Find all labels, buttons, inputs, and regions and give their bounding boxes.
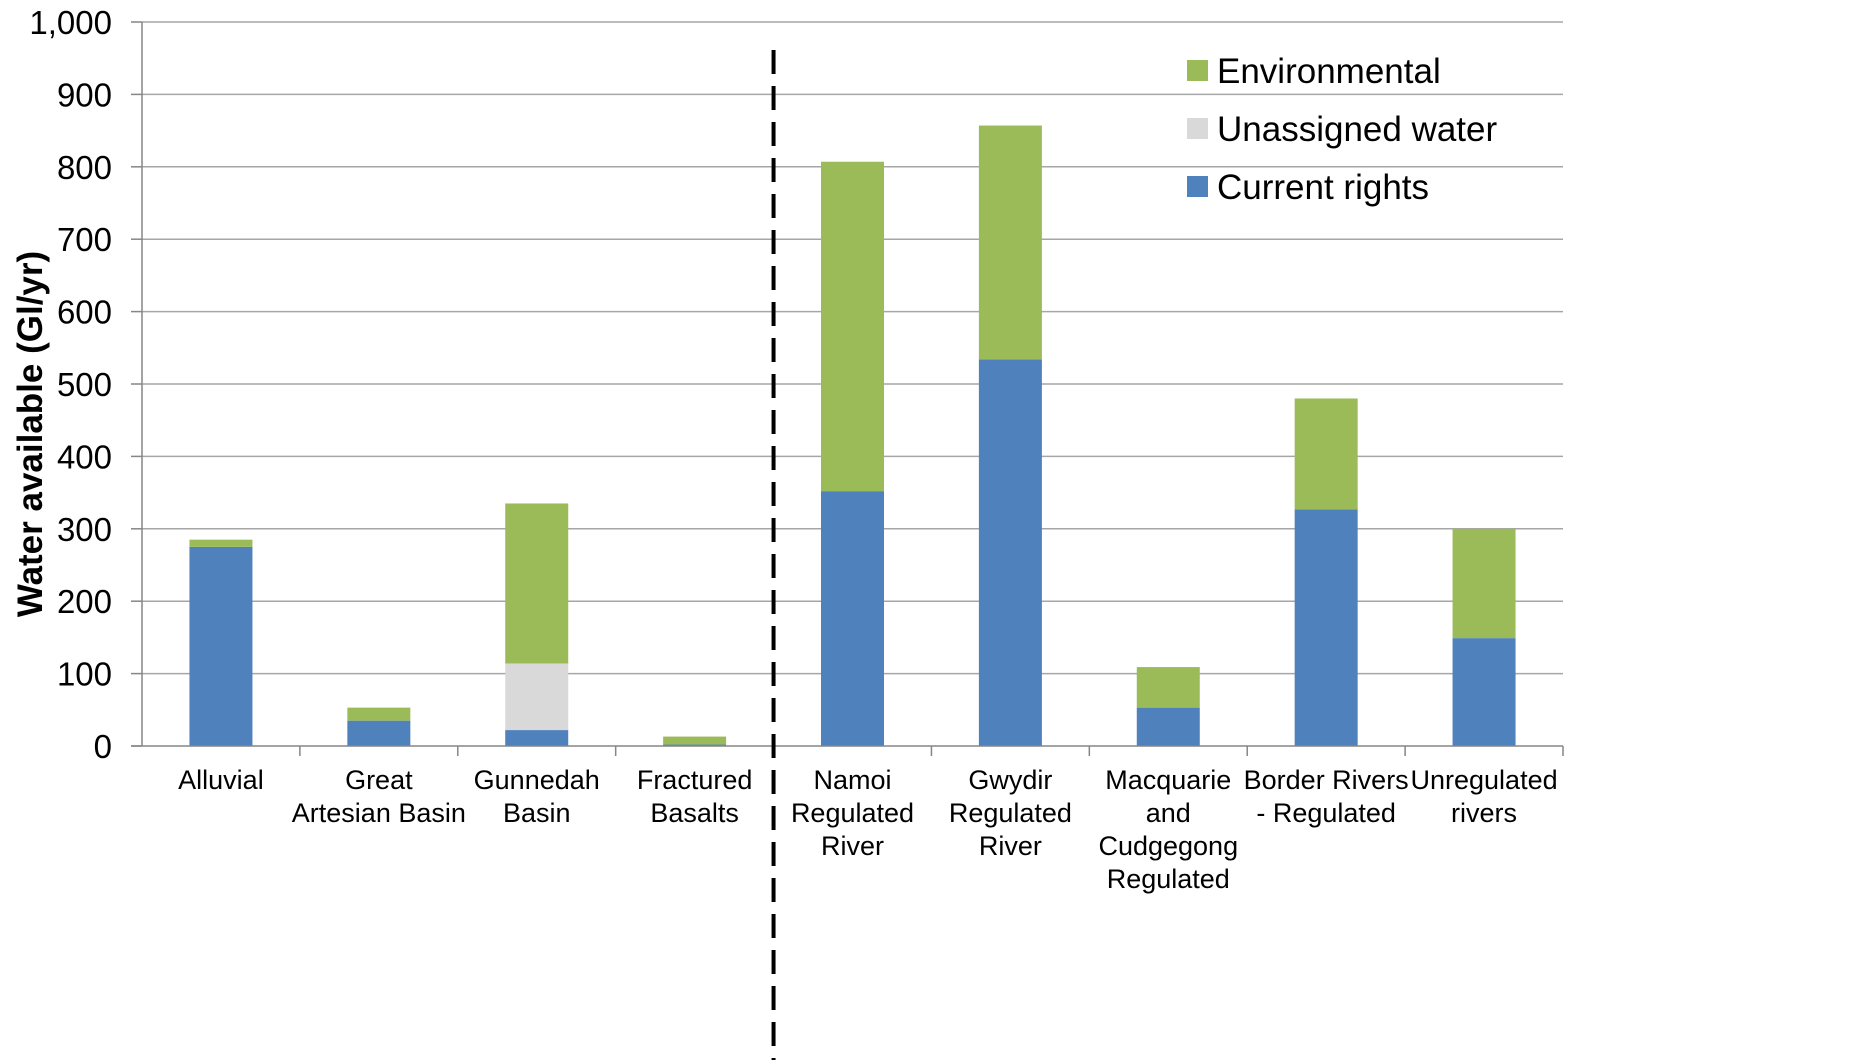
y-tick-label: 700 [57, 221, 112, 258]
bar-segment-environmental [821, 161, 884, 492]
bar-segment-environmental [505, 503, 569, 664]
legend-label-unassigned-water: Unassigned water [1217, 110, 1497, 149]
y-tick-label: 800 [57, 149, 112, 186]
y-tick-label: 1,000 [29, 4, 112, 41]
y-tick-label: 400 [57, 438, 112, 475]
x-tick-label: Gwydir Regulated River [949, 765, 1072, 861]
y-tick-labels: 0 100 200 300 400 500 600 700 800 900 1,000 [29, 4, 112, 765]
y-tick-label: 600 [57, 294, 112, 331]
bar-segment-current-rights [189, 546, 253, 746]
legend-label-current-rights: Current rights [1217, 168, 1429, 207]
bar-segment-current-rights [347, 720, 411, 746]
bar-segment-environmental [663, 736, 727, 745]
x-tick-label: Gunnedah Basin [474, 765, 600, 828]
x-tick-label: Namoi Regulated River [791, 765, 914, 861]
bar-segment-current-rights [1136, 707, 1200, 746]
y-tick-label: 300 [57, 511, 112, 548]
bar-segment-environmental [1294, 398, 1358, 510]
bar-segment-current-rights [1452, 638, 1516, 746]
x-tick-label: Alluvial [178, 765, 264, 795]
y-axis-label: Water available (Gl/yr) [11, 251, 50, 617]
bar-segment-current-rights [1294, 509, 1358, 746]
x-tick-label: Fractured Basalts [637, 765, 753, 828]
legend-label-environmental: Environmental [1217, 52, 1441, 91]
y-tick-label: 900 [57, 76, 112, 113]
x-tick-label: Unregulated rivers [1411, 765, 1558, 828]
legend-swatch-unassigned-water [1187, 118, 1208, 139]
y-tick-label: 500 [57, 366, 112, 403]
legend-swatch-current-rights [1187, 176, 1208, 197]
bar-segment-current-rights [978, 359, 1042, 746]
bar-segment-current-rights [505, 730, 569, 746]
bar-segment-environmental [347, 707, 411, 721]
legend-swatch-environmental [1187, 60, 1208, 81]
x-tick-label: Macquarie and Cudgegong Regulated [1098, 765, 1238, 894]
bar-segment-environmental [1136, 667, 1200, 708]
x-tick-label: Border Rivers - Regulated [1244, 765, 1409, 828]
y-tick-label: 0 [94, 728, 112, 765]
y-tick-label: 200 [57, 583, 112, 620]
bar-segment-environmental [189, 539, 253, 547]
legend: Environmental Unassigned water Current rig… [1187, 52, 1497, 207]
x-tick-label: Great Artesian Basin [292, 765, 466, 828]
bar-segment-environmental [1452, 528, 1516, 639]
bar-segment-environmental [978, 125, 1042, 360]
axes [131, 21, 1564, 1060]
bars [189, 125, 1516, 746]
bar-segment-current-rights [821, 491, 884, 746]
y-tick-label: 100 [57, 656, 112, 693]
bar-segment-unassigned-water [505, 663, 569, 731]
